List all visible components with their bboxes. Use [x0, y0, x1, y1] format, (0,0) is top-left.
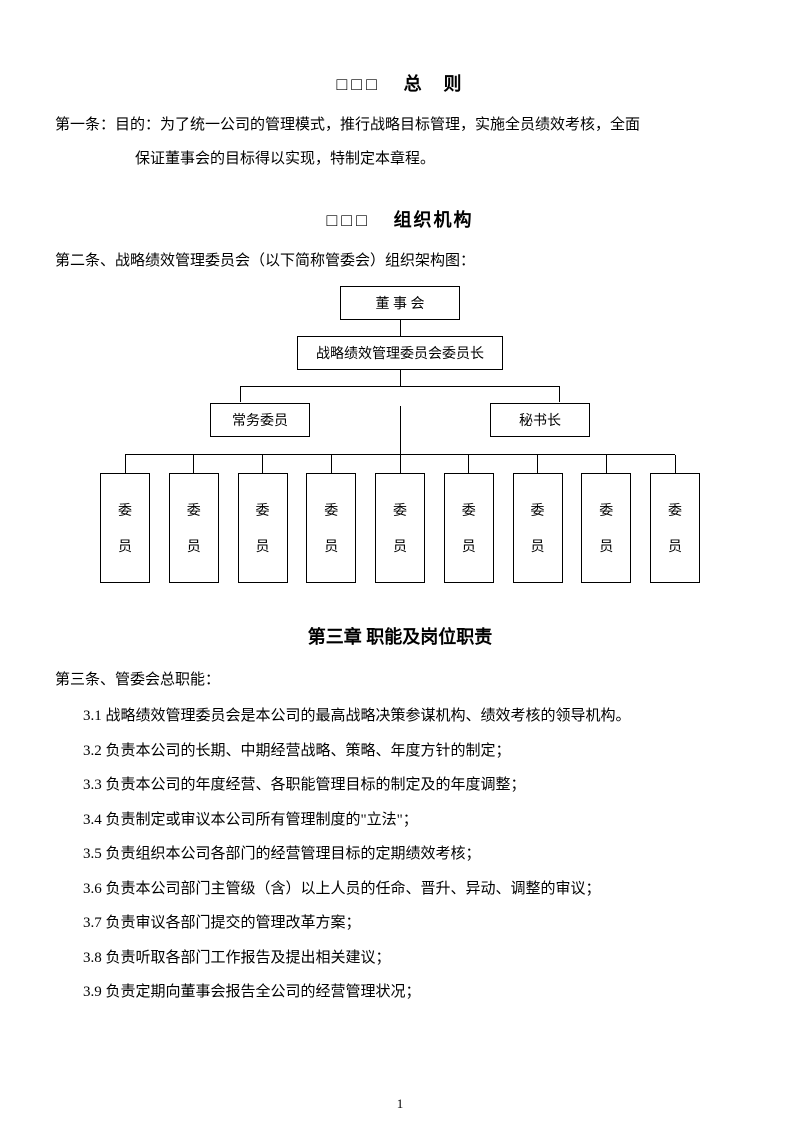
item-3-9: 3.9 负责定期向董事会报告全公司的经营管理状况；: [55, 975, 745, 1010]
org-member-char1: 委: [256, 500, 270, 520]
org-member-char1: 委: [118, 500, 132, 520]
org-member-box: 委员: [169, 473, 219, 583]
article3-text: 第三条、管委会总职能：: [55, 665, 745, 695]
article1-text1: 为了统一公司的管理模式，推行战略目标管理，实施全员绩效考核，全面: [160, 117, 640, 133]
org-member-char2: 员: [256, 536, 270, 556]
org-connector: [193, 455, 194, 473]
org-member-box: 委员: [100, 473, 150, 583]
org-member-char1: 委: [462, 500, 476, 520]
chapter2-text: 组织机构: [394, 210, 474, 230]
article2-text: 第二条、战略绩效管理委员会（以下简称管委会）组织架构图：: [55, 246, 745, 276]
org-member-box: 委员: [650, 473, 700, 583]
org-member-char1: 委: [531, 500, 545, 520]
org-member-char1: 委: [393, 500, 407, 520]
org-member-char2: 员: [393, 536, 407, 556]
org-chart: 董 事 会 战略绩效管理委员会委员长 常务委员 秘书长 委员委员委员委员委员委员…: [100, 286, 700, 583]
org-member-char2: 员: [599, 536, 613, 556]
org-connector: [262, 455, 263, 473]
org-member-char1: 委: [187, 500, 201, 520]
item-3-2: 3.2 负责本公司的长期、中期经营战略、策略、年度方针的制定；: [55, 734, 745, 769]
item-3-7: 3.7 负责审议各部门提交的管理改革方案；: [55, 906, 745, 941]
org-box-board: 董 事 会: [340, 286, 460, 320]
org-member-col: 委员: [581, 455, 631, 583]
org-box-chairman: 战略绩效管理委员会委员长: [297, 336, 503, 370]
org-member-col: 委员: [513, 455, 563, 583]
org-box-secretary: 秘书长: [490, 403, 590, 437]
org-member-char2: 员: [462, 536, 476, 556]
chapter2-placeholder: □□□: [326, 210, 371, 230]
article1-line2: 保证董事会的目标得以实现，特制定本章程。: [55, 144, 745, 174]
org-member-char1: 委: [599, 500, 613, 520]
org-member-box: 委员: [375, 473, 425, 583]
org-connector: [400, 370, 401, 386]
item-3-6: 3.6 负责本公司部门主管级（含）以上人员的任命、晋升、异动、调整的审议；: [55, 872, 745, 907]
org-connector: [606, 455, 607, 473]
org-box-standing: 常务委员: [210, 403, 310, 437]
org-member-char2: 员: [187, 536, 201, 556]
org-member-box: 委员: [581, 473, 631, 583]
org-member-col: 委员: [238, 455, 288, 583]
org-level3: 常务委员 秘书长: [100, 403, 700, 437]
item-3-1: 3.1 战略绩效管理委员会是本公司的最高战略决策参谋机构、绩效考核的领导机构。: [55, 699, 745, 734]
org-member-box: 委员: [513, 473, 563, 583]
org-member-char2: 员: [668, 536, 682, 556]
chapter3-title: 第三章 职能及岗位职责: [55, 623, 745, 649]
chapter1-text: 总 则: [404, 74, 464, 94]
org-level4: 委员委员委员委员委员委员委员委员委员: [100, 455, 700, 583]
org-member-char2: 员: [118, 536, 132, 556]
article1-label: 第一条：目的：: [55, 117, 160, 133]
page-number: 1: [0, 1096, 800, 1112]
org-member-char2: 员: [531, 536, 545, 556]
org-member-col: 委员: [169, 455, 219, 583]
org-member-col: 委员: [306, 455, 356, 583]
org-member-box: 委员: [444, 473, 494, 583]
org-member-col: 委员: [650, 455, 700, 583]
org-member-col: 委员: [444, 455, 494, 583]
chapter1-placeholder: □□□: [336, 74, 381, 94]
article1-line1: 第一条：目的：为了统一公司的管理模式，推行战略目标管理，实施全员绩效考核，全面: [55, 110, 745, 140]
org-connector: [100, 386, 700, 387]
org-member-char2: 员: [324, 536, 338, 556]
chapter1-title: □□□ 总 则: [55, 70, 745, 96]
org-level2: 战略绩效管理委员会委员长: [100, 336, 700, 370]
org-connector: [331, 455, 332, 473]
org-member-col: 委员: [375, 455, 425, 583]
org-member-box: 委员: [238, 473, 288, 583]
org-connector: [400, 320, 401, 336]
org-connector: [125, 455, 126, 473]
item-3-5: 3.5 负责组织本公司各部门的经营管理目标的定期绩效考核；: [55, 837, 745, 872]
org-member-char1: 委: [668, 500, 682, 520]
item-3-4: 3.4 负责制定或审议本公司所有管理制度的"立法"；: [55, 803, 745, 838]
org-member-char1: 委: [324, 500, 338, 520]
org-connector: [400, 455, 401, 473]
chapter2-title: □□□ 组织机构: [55, 206, 745, 232]
org-member-col: 委员: [100, 455, 150, 583]
item-3-8: 3.8 负责听取各部门工作报告及提出相关建议；: [55, 941, 745, 976]
org-member-box: 委员: [306, 473, 356, 583]
org-connector: [468, 455, 469, 473]
org-level1: 董 事 会: [100, 286, 700, 320]
org-connector: [537, 455, 538, 473]
item-3-3: 3.3 负责本公司的年度经营、各职能管理目标的制定及的年度调整；: [55, 768, 745, 803]
org-connector: [675, 455, 676, 473]
